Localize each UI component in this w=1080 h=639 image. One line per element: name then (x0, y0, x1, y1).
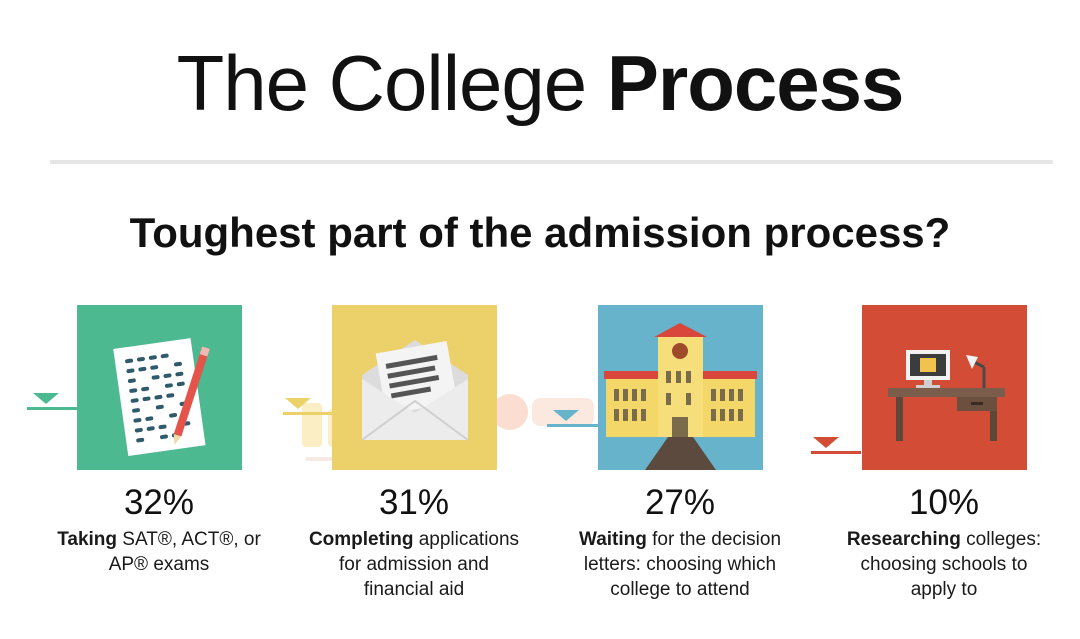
subtitle: Toughest part of the admission process? (129, 209, 951, 256)
description-2: Completing applications for admission an… (289, 527, 539, 602)
card-taking-exams (77, 305, 242, 470)
description-1-bold: Taking (57, 529, 118, 550)
page-title: The College Process (0, 38, 1080, 128)
description-1: Taking SAT®, ACT®, or AP® exams (34, 527, 284, 577)
description-2-line2: for admission and (339, 554, 489, 575)
percent-4: 10% (908, 483, 980, 522)
title-bold: Process (606, 39, 905, 127)
percent-3: 27% (644, 483, 716, 522)
description-1-line2: AP® exams (108, 554, 210, 575)
description-2-bold: Completing (308, 529, 414, 550)
description-3-line1: for the decision (646, 529, 782, 550)
card-waiting-decision (598, 305, 763, 470)
envelope-letter-icon (361, 340, 469, 441)
desk-computer-icon (888, 350, 1005, 441)
description-2-line1: applications (413, 529, 520, 550)
description-3-bold: Waiting (578, 529, 647, 550)
description-4-line3: apply to (910, 579, 978, 600)
description-4-line2: choosing schools to (860, 554, 1028, 575)
percent-2: 31% (378, 483, 450, 522)
title-light: The College (176, 39, 588, 127)
watermark-logo-2 (488, 390, 598, 440)
divider (50, 160, 1053, 164)
description-4: Researching colleges: choosing schools t… (819, 527, 1069, 602)
description-1-line1: SAT®, ACT®, or (117, 529, 261, 550)
college-building-icon (604, 323, 757, 470)
description-2-line3: financial aid (363, 579, 465, 600)
description-3-line3: college to attend (610, 579, 750, 600)
description-3-line2: letters: choosing which (583, 554, 777, 575)
description-4-bold: Researching (846, 529, 961, 550)
exam-sheet-icon (113, 338, 210, 456)
description-3: Waiting for the decision letters: choosi… (555, 527, 805, 602)
description-4-line1: colleges: (960, 529, 1042, 550)
card-completing-applications (332, 305, 497, 470)
percent-1: 32% (123, 483, 195, 522)
card-researching-colleges (862, 305, 1027, 470)
